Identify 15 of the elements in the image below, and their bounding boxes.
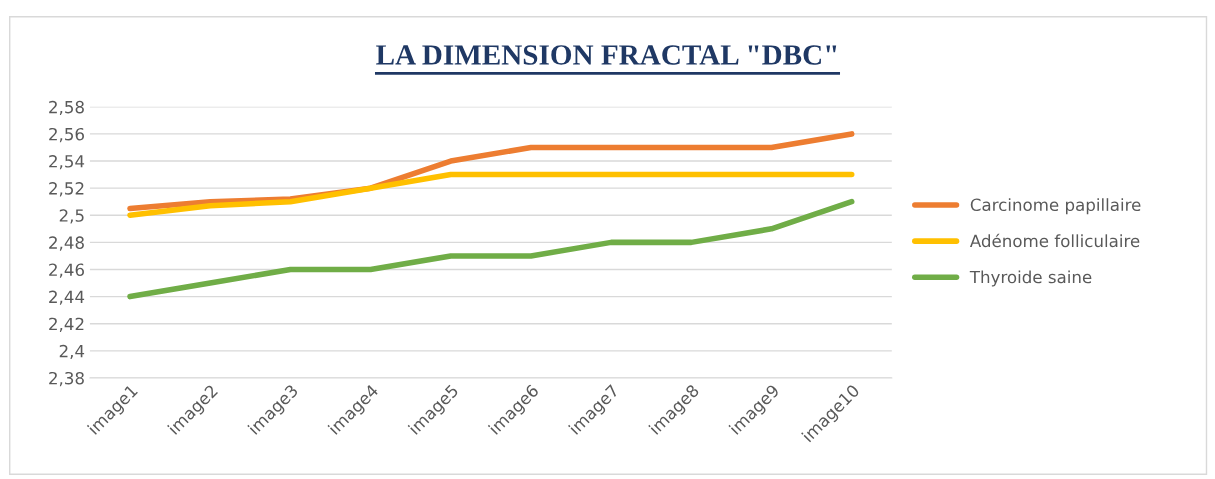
y-tick-label: 2,4 xyxy=(59,344,85,360)
legend-label: Thyroide saine xyxy=(969,270,1092,287)
y-tick-label: 2,58 xyxy=(49,100,84,116)
chart-title: LA DIMENSION FRACTAL "DBC" xyxy=(376,45,837,65)
y-tick-label: 2,54 xyxy=(49,155,85,170)
y-tick-label: 2,5 xyxy=(59,209,84,224)
y-tick-label: 2,56 xyxy=(49,127,84,143)
y-tick-label: 2,48 xyxy=(49,236,84,251)
legend-label: Adénome folliculaire xyxy=(969,233,1140,248)
y-tick-label: 2,44 xyxy=(49,290,85,305)
y-tick-label: 2,46 xyxy=(49,263,84,278)
y-tick-label: 2,42 xyxy=(49,317,84,332)
y-tick-label: 2,52 xyxy=(49,182,84,197)
legend-label: Carcinome papillaire xyxy=(970,198,1141,215)
y-tick-label: 2,38 xyxy=(49,371,84,387)
